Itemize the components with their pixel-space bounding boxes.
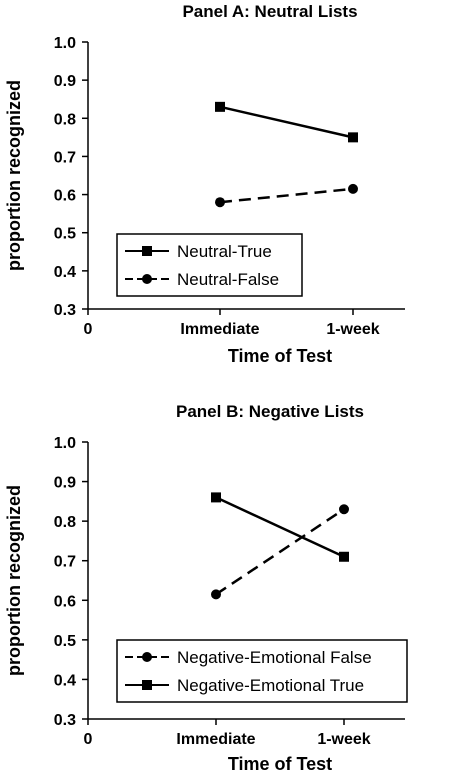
series-line	[215, 496, 345, 558]
y-tick-label: 0.5	[54, 633, 76, 650]
data-point	[211, 492, 221, 503]
chart-title: Panel A: Neutral Lists	[182, 2, 357, 21]
data-point	[211, 589, 221, 600]
x-origin-label: 0	[84, 321, 93, 338]
legend-marker	[142, 274, 152, 284]
y-tick-label: 0.3	[54, 712, 76, 729]
legend-marker	[142, 652, 152, 662]
legend-label: Negative-Emotional True	[177, 676, 364, 695]
x-tick-label: Immediate	[180, 321, 259, 338]
data-point	[348, 132, 358, 143]
y-tick-label: 0.8	[54, 514, 76, 531]
series-line	[215, 508, 345, 596]
series-line	[219, 105, 354, 139]
legend-label: Neutral-False	[177, 270, 279, 289]
y-tick-label: 0.8	[54, 111, 76, 128]
y-tick-label: 0.9	[54, 475, 76, 492]
y-tick-label: 0.3	[54, 302, 76, 319]
series-line	[219, 187, 354, 204]
y-tick-label: 0.4	[54, 672, 76, 689]
x-tick-label: 1-week	[326, 321, 379, 338]
y-tick-label: 1.0	[54, 35, 76, 52]
data-point	[215, 197, 225, 208]
x-origin-label: 0	[84, 731, 93, 748]
x-axis-label: Time of Test	[228, 346, 332, 366]
y-axis-label: proportion recognized	[4, 485, 24, 676]
x-tick-label: Immediate	[176, 731, 255, 748]
legend-label: Neutral-True	[177, 242, 272, 261]
legend-label: Negative-Emotional False	[177, 648, 372, 667]
data-point	[339, 551, 349, 562]
data-point	[339, 504, 349, 515]
data-point	[215, 101, 225, 112]
y-tick-label: 0.9	[54, 73, 76, 90]
chart-title: Panel B: Negative Lists	[176, 402, 364, 421]
y-axis-label: proportion recognized	[4, 80, 24, 271]
legend-marker	[142, 246, 152, 256]
y-tick-label: 0.6	[54, 188, 76, 205]
legend-box	[116, 233, 303, 297]
x-tick-label: 1-week	[317, 731, 370, 748]
legend-marker	[142, 680, 152, 690]
legend-box	[116, 639, 408, 703]
y-tick-label: 1.0	[54, 435, 76, 452]
y-tick-label: 0.6	[54, 593, 76, 610]
x-axis-label: Time of Test	[228, 754, 332, 774]
y-tick-label: 0.4	[54, 264, 76, 281]
y-tick-label: 0.7	[54, 554, 76, 571]
data-point	[348, 183, 358, 194]
y-tick-label: 0.7	[54, 149, 76, 166]
y-tick-label: 0.5	[54, 226, 76, 243]
